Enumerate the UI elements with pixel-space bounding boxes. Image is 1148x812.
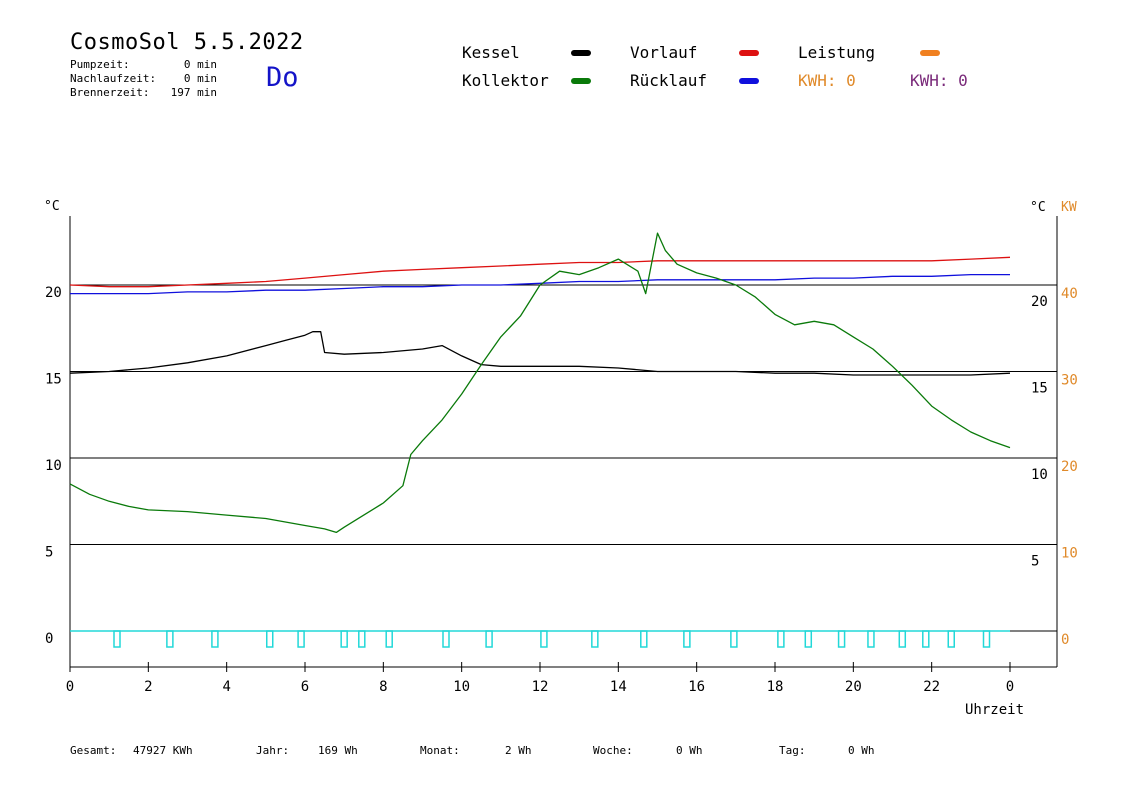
x-tick-label-6: 12 <box>532 679 549 695</box>
pumpe-pulse-12 <box>640 630 648 648</box>
pumpzeit-value: 0 min <box>183 58 217 71</box>
pumpe-pulse-3 <box>266 630 274 648</box>
right-axis-unit-c: °C <box>1030 200 1046 215</box>
legend-kwh-leistung: KWH: 0 <box>798 71 856 90</box>
chart-axes <box>69 216 1058 668</box>
right-kw-tick-label-3: 30 <box>1061 373 1078 389</box>
footer-woche-label: Woche: <box>593 744 633 757</box>
legend-kwh-total: KWH: 0 <box>910 71 968 90</box>
right-c-tick-label-0: 5 <box>1031 554 1039 570</box>
pumpe-pulse-20 <box>922 630 930 648</box>
series-kessel <box>69 331 1011 376</box>
nachlaufzeit-label: Nachlaufzeit: <box>70 72 157 85</box>
x-tick-label-5: 10 <box>453 679 470 695</box>
footer-woche-value: 0 Wh <box>676 744 703 757</box>
pumpe-pulse-9 <box>485 630 493 648</box>
legend-kessel: Kessel <box>462 43 520 62</box>
series-kollektor <box>69 232 1011 534</box>
right-axis-unit-kw: KW <box>1061 200 1077 215</box>
axis-ticks: 0 2 4 6 8 10 12 14 16 18 20 22 0 0 5 10 15 20 5 10 15 20 0 10 20… <box>45 285 1078 695</box>
legend-ruecklauf: Rücklauf <box>630 71 708 90</box>
x-tick-label-4: 8 <box>379 679 387 695</box>
pumpe-pulse-18 <box>867 630 875 648</box>
x-tick-label-11: 22 <box>923 679 940 695</box>
x-tick-label-9: 18 <box>767 679 784 695</box>
x-tick-label-2: 4 <box>222 679 230 695</box>
legend-vorlauf-swatch <box>739 50 759 56</box>
brennerzeit-value: 197 min <box>170 86 217 99</box>
footer-tag-value: 0 Wh <box>848 744 875 757</box>
right-kw-tick-label-0: 0 <box>1061 632 1069 648</box>
x-tick-label-3: 6 <box>301 679 309 695</box>
x-axis-label: Uhrzeit <box>965 702 1024 718</box>
pumpe-pulse-4 <box>297 630 305 648</box>
legend-kessel-swatch <box>571 50 591 56</box>
footer-gesamt-value: 47927 KWh <box>133 744 193 757</box>
left-axis-unit: °C <box>44 199 60 214</box>
pumpe-pulse-0 <box>113 630 121 648</box>
pumpe-pulse-16 <box>804 630 813 648</box>
legend-kollektor-swatch <box>571 78 591 84</box>
pumpe-pulse-22 <box>982 630 991 648</box>
x-tick-label-0: 0 <box>66 679 74 695</box>
series-vorlauf <box>69 256 1011 288</box>
x-tick-label-10: 20 <box>845 679 862 695</box>
pumpe-pulse-21 <box>947 630 955 648</box>
left-tick-label-1: 5 <box>45 545 53 561</box>
series-ruecklauf <box>70 273 1010 295</box>
footer-jahr-value: 169 Wh <box>318 744 358 757</box>
pumpe-pulse-8 <box>442 630 450 648</box>
nachlaufzeit-value: 0 min <box>183 72 217 85</box>
left-tick-label-0: 0 <box>45 631 53 647</box>
pumpe-pulse-17 <box>837 630 846 648</box>
weekday-label: Do <box>266 62 299 93</box>
pumpe-pulse-10 <box>540 630 548 648</box>
footer-jahr-label: Jahr: <box>256 744 290 757</box>
pumpe-pulse-1 <box>166 630 174 648</box>
legend-kollektor: Kollektor <box>462 71 549 90</box>
right-c-tick-label-2: 15 <box>1031 381 1048 397</box>
legend-leistung-swatch <box>920 50 940 56</box>
right-kw-tick-label-4: 40 <box>1061 286 1078 302</box>
chart-series <box>69 232 1011 648</box>
pumpe-pulse-6 <box>358 630 366 648</box>
legend-ruecklauf-swatch <box>739 78 759 84</box>
right-c-tick-label-3: 20 <box>1031 294 1048 310</box>
left-tick-label-3: 15 <box>45 372 62 388</box>
left-tick-label-4: 20 <box>45 285 62 301</box>
left-tick-label-2: 10 <box>45 458 62 474</box>
right-kw-tick-label-2: 20 <box>1061 459 1078 475</box>
pumpe-pulse-2 <box>211 630 219 648</box>
pumpe-pulse-19 <box>898 630 907 648</box>
footer-tag-label: Tag: <box>779 744 806 757</box>
legend-leistung: Leistung <box>798 43 876 62</box>
pumpe-pulse-5 <box>340 630 348 648</box>
pumpe-pulse-15 <box>777 630 785 648</box>
right-c-tick-label-1: 10 <box>1031 467 1048 483</box>
series-pumpe <box>70 630 1010 648</box>
footer-monat-value: 2 Wh <box>505 744 532 757</box>
right-kw-tick-label-1: 10 <box>1061 546 1078 562</box>
footer-gesamt-label: Gesamt: <box>70 744 117 757</box>
grid-lines <box>70 284 1057 632</box>
footer-monat-label: Monat: <box>420 744 460 757</box>
x-tick-label-1: 2 <box>144 679 152 695</box>
x-tick-label-12: 0 <box>1006 679 1014 695</box>
pumpe-pulse-11 <box>591 630 599 648</box>
pumpe-pulse-14 <box>730 630 738 648</box>
page-title: CosmoSol 5.5.2022 <box>70 30 304 55</box>
pumpe-pulse-7 <box>385 630 393 648</box>
pumpe-pulse-13 <box>683 630 691 648</box>
pumpzeit-label: Pumpzeit: <box>70 58 130 71</box>
x-tick-label-7: 14 <box>610 679 627 695</box>
x-tick-label-8: 16 <box>688 679 705 695</box>
brennerzeit-label: Brennerzeit: <box>70 86 150 99</box>
legend-vorlauf: Vorlauf <box>630 43 698 62</box>
